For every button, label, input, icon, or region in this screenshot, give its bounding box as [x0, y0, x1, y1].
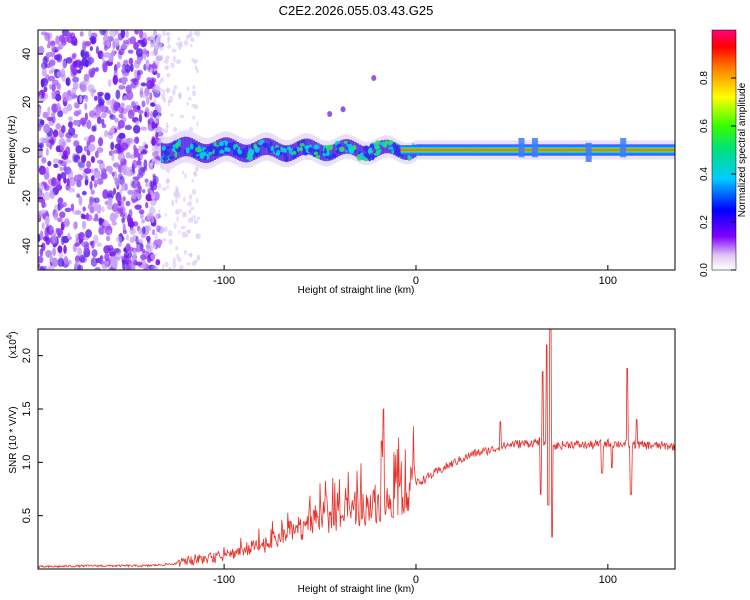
colorbar-gradient	[711, 29, 737, 271]
colorbar-tick-label: 0.2	[699, 215, 710, 229]
snr-scale-note: (x104)	[5, 331, 19, 358]
colorbar-tick-label: 0.4	[699, 167, 710, 181]
spectrogram-y-axis-label: Frequency (Hz)	[7, 116, 18, 185]
spectrogram-y-tick-label: -40	[21, 238, 33, 254]
colorbar-tick-label: 0.6	[699, 119, 710, 133]
snr-y-tick-label: 1.5	[21, 401, 33, 416]
snr-x-tick-label: -100	[213, 574, 235, 586]
colorbar-tick-label: 0.0	[699, 263, 710, 277]
spectrogram-panel: -100 0 100 -40 -20 0 20 40 Height of straight l…	[7, 29, 676, 296]
snr-scale-label: (x10	[8, 339, 19, 359]
snr-frame	[37, 328, 676, 570]
spectrogram-x-tick-label: -100	[213, 275, 235, 287]
chart-title: C2E2.2026.055.03.43.G25	[279, 3, 434, 18]
colorbar-label: Normalized spectral amplitude	[737, 82, 748, 217]
snr-y-tick-label: 1.0	[21, 455, 33, 470]
spectrogram-x-tick-label: 0	[413, 275, 419, 287]
spectrogram-heatmap	[38, 30, 675, 270]
svg-text:(x104): (x104)	[5, 331, 19, 358]
spectrogram-y-tick-label: 40	[21, 48, 33, 60]
snr-y-axis-label: SNR (10 * V/V)	[8, 406, 19, 473]
snr-y-tick-label: 2.0	[21, 348, 33, 363]
snr-scale-exponent: 4	[5, 334, 14, 339]
colorbar: 0.0 0.2 0.4 0.6 0.8 Normalized spectral ampl…	[699, 29, 748, 277]
snr-series-line	[38, 329, 675, 569]
snr-x-tick-label: 100	[599, 574, 617, 586]
snr-panel: -100 0 100 0.5 1.0 1.5 2.0 Height of straight …	[5, 328, 676, 595]
snr-x-tick-label: 0	[413, 574, 419, 586]
snr-y-tick-label: 0.5	[21, 508, 33, 523]
snr-x-axis-label: Height of straight line (km)	[298, 584, 415, 595]
spectrogram-y-tick-label: 20	[21, 96, 33, 108]
spectrogram-y-tick-label: 0	[21, 147, 33, 153]
colorbar-tick-label: 0.8	[699, 71, 710, 85]
spectrogram-x-axis-label: Height of straight line (km)	[298, 285, 415, 296]
spectrogram-y-tick-label: -20	[21, 190, 33, 206]
spectrogram-x-tick-label: 100	[599, 275, 617, 287]
